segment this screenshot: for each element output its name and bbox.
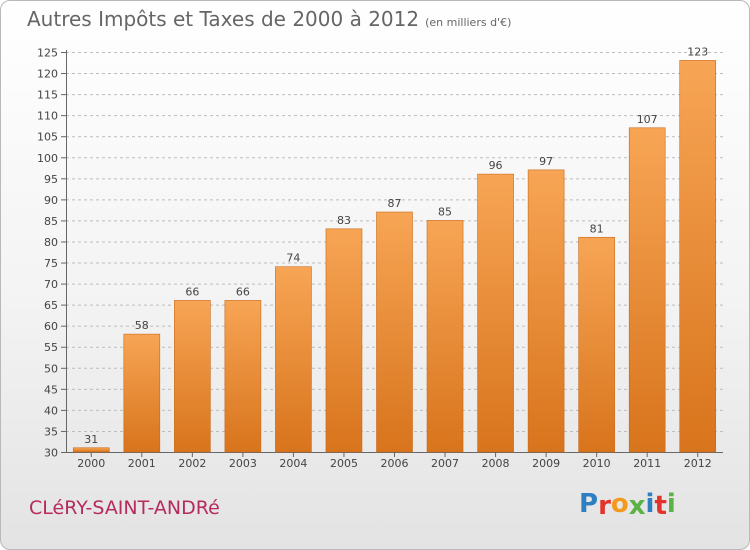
bar-value-label: 81 xyxy=(590,222,604,235)
bar-value-label: 74 xyxy=(286,252,300,265)
logo-letter: r xyxy=(598,491,611,521)
bar xyxy=(376,211,413,453)
x-tick-label: 2008 xyxy=(482,457,510,470)
title-text: Autres Impôts et Taxes de 2000 à 2012 xyxy=(27,7,420,31)
bar xyxy=(527,169,565,453)
y-tick-label: 125 xyxy=(37,47,58,60)
bar-value-label: 31 xyxy=(84,433,98,446)
logo-letter: o xyxy=(610,489,629,519)
y-tick-label: 105 xyxy=(37,131,58,144)
bar xyxy=(224,300,262,453)
y-tick-label: 65 xyxy=(44,299,58,312)
bar xyxy=(628,127,666,453)
y-tick-label: 55 xyxy=(44,341,58,354)
bar xyxy=(275,266,312,453)
bar-value-label: 58 xyxy=(135,319,149,332)
bar xyxy=(72,447,110,453)
logo-letter: P xyxy=(579,489,599,519)
y-tick-label: 60 xyxy=(44,320,58,333)
x-tick-label: 2007 xyxy=(431,457,459,470)
chart-title: Autres Impôts et Taxes de 2000 à 2012 (en… xyxy=(27,7,511,31)
x-tick-label: 2002 xyxy=(178,457,206,470)
chart-subtitle: (en milliers d'€) xyxy=(425,16,512,29)
y-tick-label: 95 xyxy=(44,173,58,186)
y-tick-label: 35 xyxy=(44,425,58,438)
bar-value-label: 107 xyxy=(637,113,658,126)
y-tick-label: 30 xyxy=(44,447,58,460)
x-tick-label: 2000 xyxy=(77,457,105,470)
x-tick-label: 2001 xyxy=(128,457,156,470)
bar-value-label: 97 xyxy=(539,155,553,168)
bar xyxy=(174,300,211,453)
bar-value-label: 66 xyxy=(185,285,199,298)
x-tick-label: 2005 xyxy=(330,457,358,470)
bar xyxy=(325,228,363,453)
bar xyxy=(477,173,514,453)
logo-letter: t xyxy=(654,491,667,521)
x-tick-label: 2006 xyxy=(381,457,409,470)
bar xyxy=(123,333,161,453)
y-tick-label: 115 xyxy=(37,89,58,102)
y-tick-label: 50 xyxy=(44,362,58,375)
logo-letter: i xyxy=(666,489,676,519)
y-tick-label: 80 xyxy=(44,236,58,249)
logo-letter: i xyxy=(645,489,655,519)
y-tick-label: 45 xyxy=(44,383,58,396)
y-tick-label: 90 xyxy=(44,194,58,207)
logo-letter: x xyxy=(628,491,646,521)
y-tick-label: 120 xyxy=(37,68,58,81)
bar-value-label: 87 xyxy=(388,197,402,210)
bar-value-label: 123 xyxy=(687,45,708,58)
y-tick-label: 70 xyxy=(44,278,58,291)
x-tick-label: 2009 xyxy=(532,457,560,470)
x-tick-label: 2003 xyxy=(229,457,257,470)
bar-value-label: 66 xyxy=(236,285,250,298)
bar xyxy=(578,236,615,453)
bar xyxy=(679,60,717,453)
y-tick-label: 40 xyxy=(44,404,58,417)
commune-name: CLéRY-SAINT-ANDRé xyxy=(29,497,220,519)
y-tick-label: 75 xyxy=(44,257,58,270)
bar-value-label: 96 xyxy=(489,159,503,172)
y-tick-label: 85 xyxy=(44,215,58,228)
x-tick-label: 2004 xyxy=(279,457,307,470)
bar-value-label: 85 xyxy=(438,205,452,218)
y-tick-label: 110 xyxy=(37,110,58,123)
proxiti-logo: Proxiti xyxy=(579,489,676,521)
bar-value-label: 83 xyxy=(337,214,351,227)
x-tick-label: 2012 xyxy=(684,457,712,470)
bar xyxy=(426,220,464,453)
x-tick-label: 2011 xyxy=(633,457,661,470)
x-tick-label: 2010 xyxy=(583,457,611,470)
y-tick-label: 100 xyxy=(37,152,58,165)
